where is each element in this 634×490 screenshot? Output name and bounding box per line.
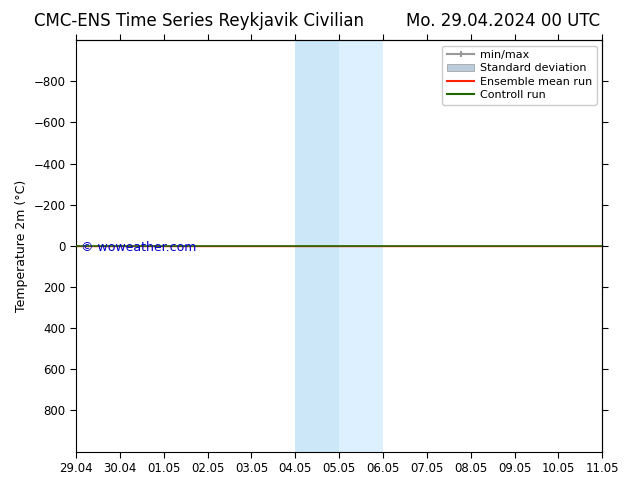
Text: CMC-ENS Time Series Reykjavik Civilian        Mo. 29.04.2024 00 UTC: CMC-ENS Time Series Reykjavik Civilian M… bbox=[34, 12, 600, 30]
Bar bbox=[295, 40, 339, 452]
Y-axis label: Temperature 2m (°C): Temperature 2m (°C) bbox=[15, 180, 28, 312]
Bar bbox=[339, 40, 383, 452]
Legend: min/max, Standard deviation, Ensemble mean run, Controll run: min/max, Standard deviation, Ensemble me… bbox=[443, 46, 597, 104]
Text: © woweather.com: © woweather.com bbox=[81, 241, 197, 254]
